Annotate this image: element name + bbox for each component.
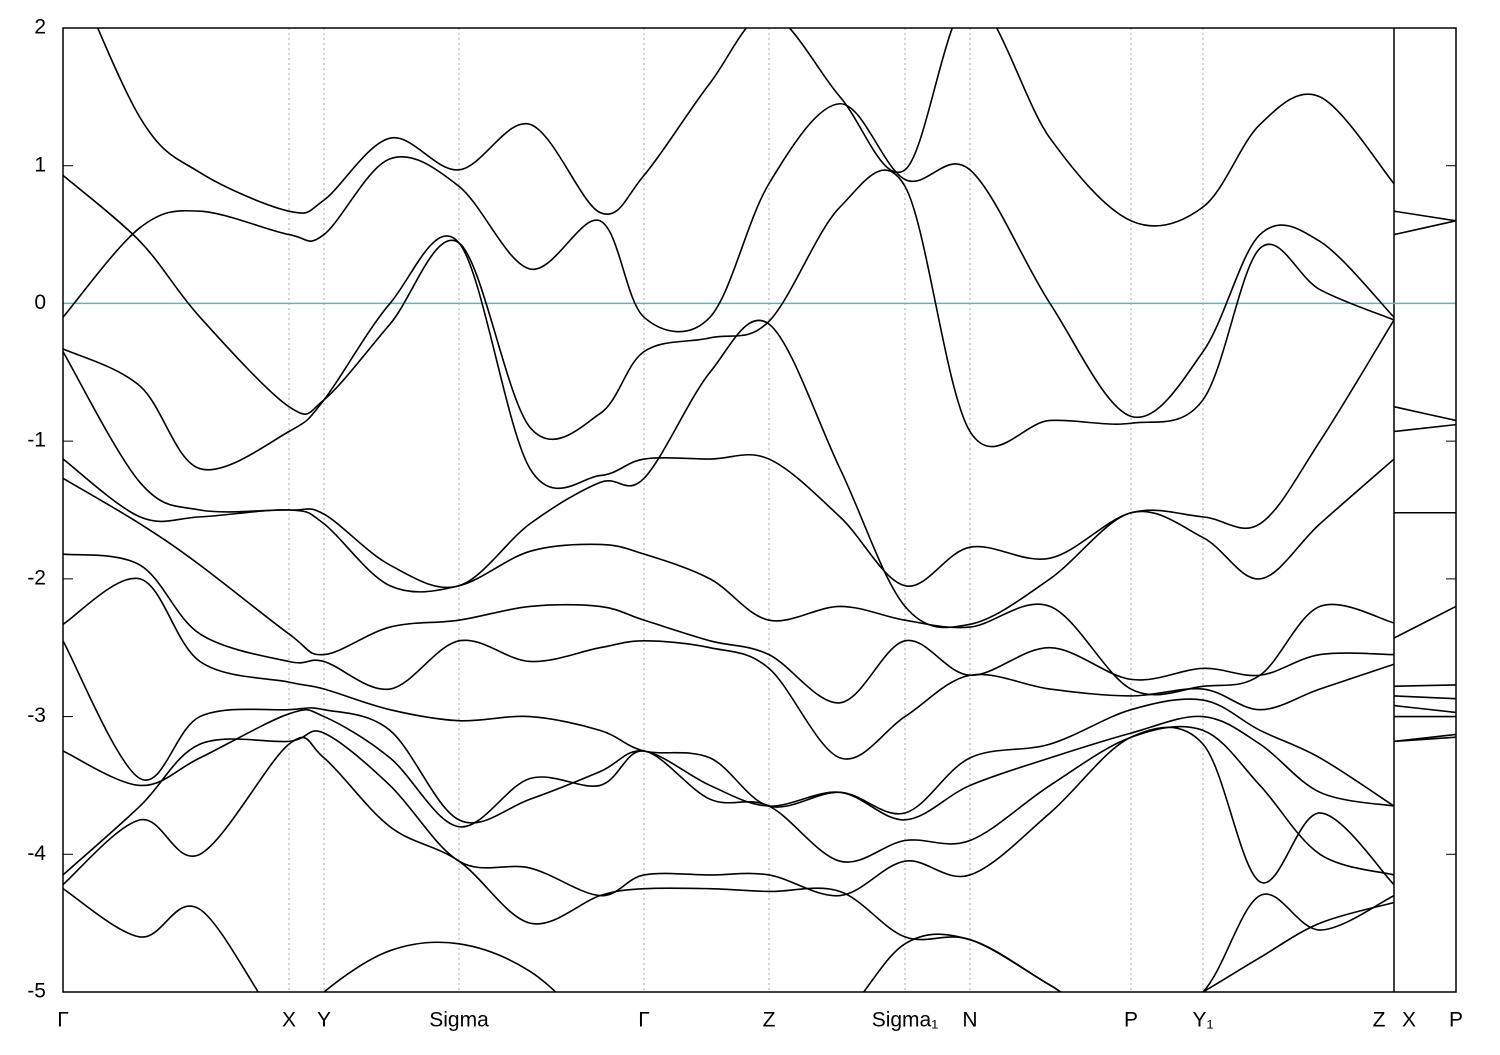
band-line (1393, 736, 1456, 743)
y-tick-label: -5 (27, 980, 46, 1003)
plot-frame (62, 27, 1457, 993)
x-tick-label: X (282, 1009, 296, 1032)
band-line (1393, 210, 1456, 222)
x-tick-label: P (1449, 1009, 1463, 1032)
band-line (63, 319, 1395, 629)
x-tick-label: Z (1373, 1009, 1386, 1032)
band-line (1393, 605, 1456, 639)
bands (63, 28, 1456, 992)
band-line (63, 102, 1395, 419)
band-line (63, 708, 1395, 876)
y-tick-label: -2 (27, 566, 46, 589)
band-line (63, 553, 1395, 760)
band-line (63, 169, 1395, 448)
x-tick-label: N (962, 1009, 977, 1032)
band-line (1393, 220, 1456, 236)
band-line (63, 235, 1395, 587)
band-line (1393, 704, 1456, 714)
x-tick-label: Y (317, 1009, 331, 1032)
band-line (63, 577, 1395, 815)
band-line (63, 736, 1395, 992)
x-tick-label: Sigma (429, 1009, 489, 1032)
x-tick-label: Z (763, 1009, 776, 1032)
band-line (1393, 405, 1456, 422)
band-line (96, 28, 1395, 227)
x-tick-label: Sigma₁ (872, 1009, 939, 1032)
x-tick-label: Γ (57, 1009, 69, 1032)
band-line (1393, 695, 1456, 700)
x-tick-label: Γ (638, 1009, 650, 1032)
x-tick-label: P (1124, 1009, 1138, 1032)
y-tick-label: -3 (27, 704, 46, 727)
y-tick-label: 2 (34, 16, 46, 39)
band-line (63, 458, 1395, 696)
x-tick-label: X (1402, 1009, 1416, 1032)
y-tick-label: 0 (34, 291, 46, 314)
band-line (63, 477, 1395, 704)
y-tick-label: 1 (34, 153, 46, 176)
band-line (1393, 423, 1456, 433)
band-line (63, 640, 1395, 824)
y-tick-label: -1 (27, 429, 46, 452)
y-tick-label: -4 (27, 842, 46, 865)
band-line (1393, 684, 1456, 688)
x-tick-label: Y₁ (1192, 1009, 1213, 1032)
